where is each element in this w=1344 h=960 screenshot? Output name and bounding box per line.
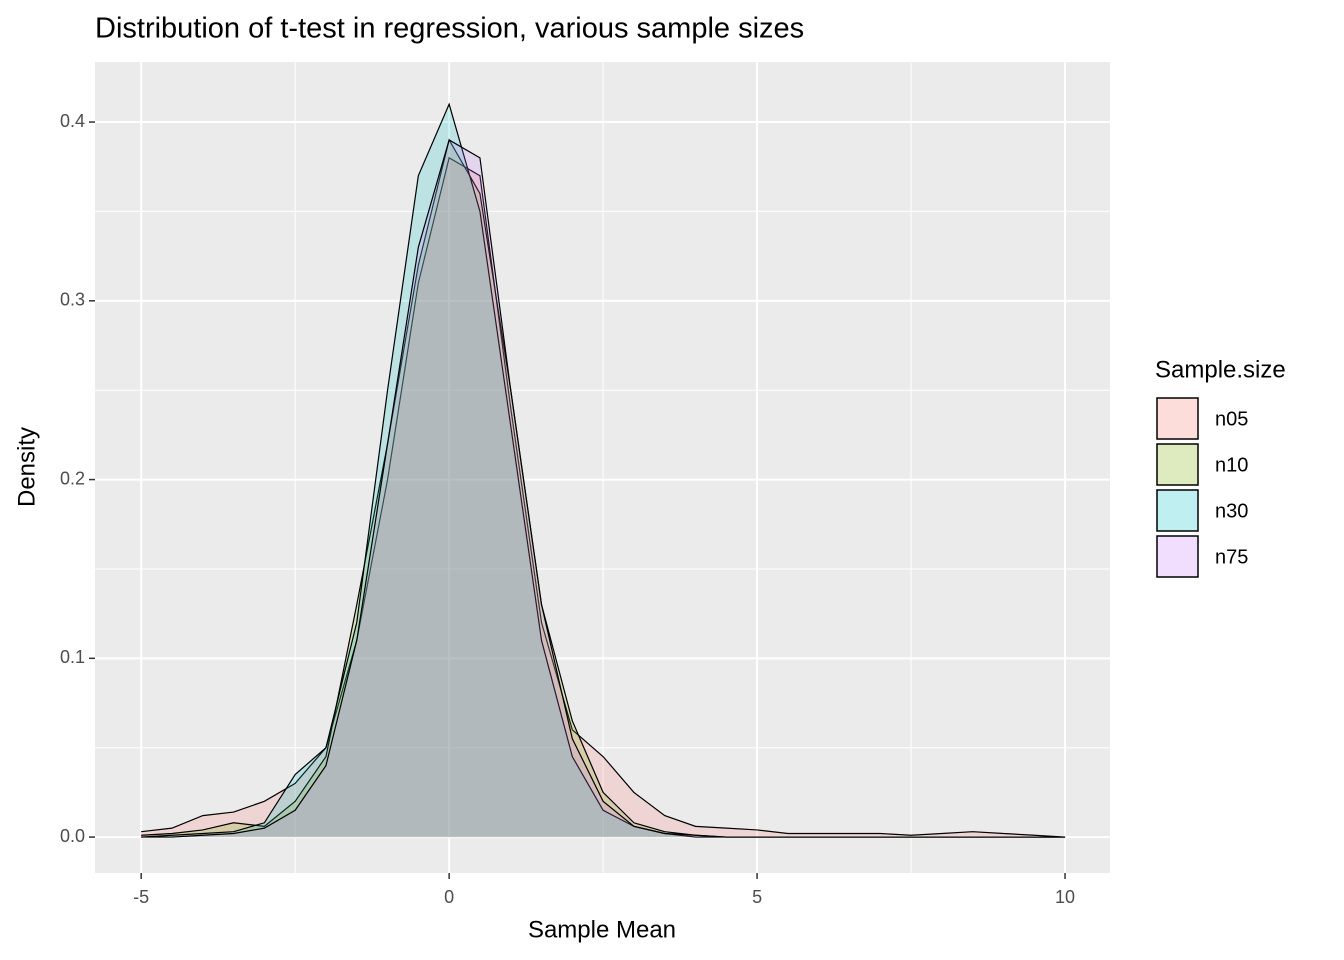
legend-label: n10: [1215, 454, 1248, 476]
legend-label: n05: [1215, 408, 1248, 430]
legend-title: Sample.size: [1155, 356, 1286, 383]
plot-panel: [95, 62, 1110, 873]
y-tick-label: 0.3: [60, 290, 85, 310]
chart-title: Distribution of t-test in regression, va…: [95, 13, 804, 45]
area-fill: [141, 139, 1066, 838]
legend-swatch: [1156, 397, 1199, 440]
legend-swatch: [1156, 489, 1199, 532]
density-line: [141, 156, 1066, 838]
x-tick-label: 0: [444, 887, 454, 907]
legend-swatch: [1156, 535, 1199, 578]
legend-label: n30: [1215, 500, 1248, 522]
x-tick-label: 5: [752, 887, 762, 907]
legend-key: [1157, 536, 1198, 577]
y-axis-title: Density: [13, 427, 40, 507]
area-fill: [141, 104, 1066, 838]
y-tick-label: 0.0: [60, 826, 85, 846]
density-line: [141, 139, 1066, 838]
legend-swatch: [1156, 443, 1199, 486]
area-fill: [141, 157, 1066, 838]
y-tick-label: 0.1: [60, 647, 85, 667]
x-axis-title: Sample Mean: [528, 916, 676, 943]
marks: [141, 102, 1066, 838]
legend-label: n75: [1215, 546, 1248, 568]
x-tick-label: 10: [1055, 887, 1075, 907]
x-tick-label: -5: [133, 887, 149, 907]
grid: [95, 62, 1110, 873]
legend-key: [1157, 444, 1198, 485]
legend-key: [1157, 490, 1198, 531]
y-tick-label: 0.2: [60, 468, 85, 488]
legend-key: [1157, 398, 1198, 439]
area-fill: [141, 139, 1066, 838]
y-tick-label: 0.4: [60, 111, 85, 131]
